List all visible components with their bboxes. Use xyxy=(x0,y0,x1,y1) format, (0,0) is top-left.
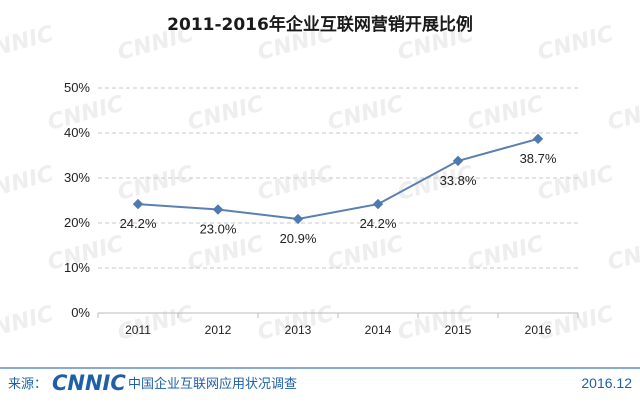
data-label: 38.7% xyxy=(520,151,557,166)
data-point-marker xyxy=(532,133,544,145)
watermark-text: CNNIC xyxy=(605,92,640,136)
watermark-text: CNNIC xyxy=(185,232,266,276)
watermark-text: CNNIC xyxy=(605,232,640,276)
watermark-text: CNNIC xyxy=(255,162,336,206)
watermark-text: CNNIC xyxy=(0,162,56,206)
y-tick-label: 50% xyxy=(64,80,90,95)
gridlines xyxy=(98,87,578,269)
x-tick-label: 2014 xyxy=(365,323,392,337)
watermark-text: CNNIC xyxy=(115,162,196,206)
y-tick-label: 20% xyxy=(64,215,90,230)
data-point-marker xyxy=(452,155,464,167)
data-label: 20.9% xyxy=(280,231,317,246)
watermark-text: CNNIC xyxy=(325,92,406,136)
source-label: 来源： xyxy=(8,377,47,392)
data-label: 24.2% xyxy=(120,216,157,231)
watermark-text: CNNIC xyxy=(325,232,406,276)
x-tick-label: 2013 xyxy=(285,323,312,337)
watermark-text: CNNIC xyxy=(0,302,56,346)
watermark-text: CNNIC xyxy=(465,232,546,276)
y-tick-label: 0% xyxy=(71,305,90,320)
y-tick-label: 30% xyxy=(64,170,90,185)
watermark-text: CNNIC xyxy=(0,22,56,66)
x-tick-label: 2011 xyxy=(125,323,151,337)
cnnic-logo: CNNIC xyxy=(52,371,126,395)
series-line-group xyxy=(132,133,544,225)
footer-date: 2016.12 xyxy=(581,375,632,391)
x-tick-label: 2012 xyxy=(205,323,232,337)
chart-title: 2011-2016年企业互联网营销开展比例 xyxy=(167,14,473,35)
y-tick-label: 40% xyxy=(64,125,90,140)
data-label: 33.8% xyxy=(440,173,477,188)
report-name: 中国企业互联网应用状况调查 xyxy=(128,376,297,392)
series-line xyxy=(137,137,539,220)
watermark-layer: CNNIC CNNIC CNNIC CNNIC CNNIC CNNIC CNNIC CNNIC… xyxy=(0,22,640,346)
watermark-text: CNNIC xyxy=(185,92,266,136)
watermark-text: CNNIC xyxy=(535,22,616,66)
data-label: 23.0% xyxy=(200,222,237,237)
data-label: 24.2% xyxy=(360,216,397,231)
x-tick-label: 2016 xyxy=(525,323,552,337)
data-point-marker xyxy=(212,204,224,215)
y-axis-ticks: 0% 10% 20% 30% 40% 50% xyxy=(64,80,90,320)
x-axis: 2011 2012 2013 2014 2015 2016 xyxy=(97,312,579,337)
y-tick-label: 10% xyxy=(64,260,90,275)
x-tick-label: 2015 xyxy=(445,323,472,337)
data-point-marker xyxy=(292,213,304,225)
watermark-text: CNNIC xyxy=(465,92,546,136)
data-point-marker xyxy=(372,198,384,210)
data-labels: 24.2% 23.0% 20.9% 24.2% 33.8% 38.7% xyxy=(120,151,557,246)
data-point-marker xyxy=(132,198,144,210)
watermark-text: CNNIC xyxy=(535,162,616,206)
